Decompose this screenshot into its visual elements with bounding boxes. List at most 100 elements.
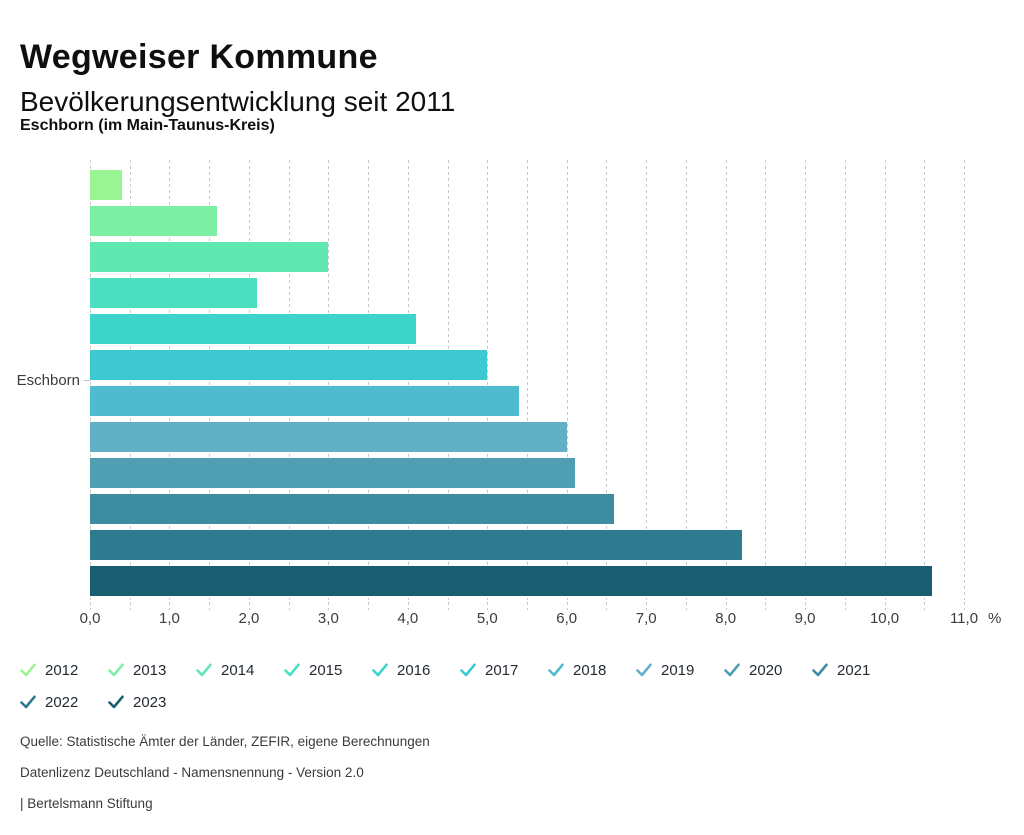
check-icon <box>548 663 564 677</box>
x-axis-tick-label: 0,0 <box>79 610 101 627</box>
legend-year-label: 2020 <box>749 661 783 679</box>
legend-item-2023[interactable]: 2023 <box>108 686 196 718</box>
check-icon <box>196 663 212 677</box>
x-axis-tick <box>209 602 211 610</box>
x-axis-tick-label: 10,0 <box>869 610 900 627</box>
x-axis-tick-label: 3,0 <box>317 610 339 627</box>
check-icon <box>20 663 36 677</box>
legend-year-label: 2022 <box>45 693 79 711</box>
gridline <box>169 160 171 600</box>
legend-year-label: 2019 <box>661 661 695 679</box>
x-axis-tick <box>805 602 807 610</box>
check-icon <box>284 663 300 677</box>
gridline <box>248 160 250 600</box>
legend-item-2022[interactable]: 2022 <box>20 686 108 718</box>
plot-area: 0,0 1,0 2,0 3,0 4,0 5,0 6,0 7,0 8,0 9,0 10,0 11,0% <box>80 160 1001 627</box>
x-axis-tick <box>964 602 965 610</box>
region-subtitle: Eschborn (im Main-Taunus-Kreis) <box>20 117 275 134</box>
x-axis-tick-label: 6,0 <box>556 610 578 627</box>
x-axis-tick <box>725 602 727 610</box>
gridline <box>209 160 211 600</box>
footer: Quelle: Statistische Ämter der Länder, Z… <box>20 727 430 819</box>
gridline <box>725 160 727 600</box>
x-axis-tick-label: 9,0 <box>794 610 816 627</box>
x-axis-tick-label: 11,0 <box>949 610 979 627</box>
check-icon <box>108 663 124 677</box>
x-axis-tick-label: 5,0 <box>476 610 498 627</box>
x-axis-tick <box>407 602 409 610</box>
bar-2021[interactable] <box>90 494 615 524</box>
legend-item-2012[interactable]: 2012 <box>20 654 108 686</box>
x-axis-tick-label: 7,0 <box>635 610 657 627</box>
x-axis-tick-label: 2,0 <box>238 610 260 627</box>
legend-year-label: 2015 <box>309 661 343 679</box>
gridline <box>129 160 131 600</box>
legend-item-2015[interactable]: 2015 <box>284 654 372 686</box>
legend-year-label: 2012 <box>45 661 79 679</box>
gridline <box>368 160 370 600</box>
bar-2023[interactable] <box>90 566 933 596</box>
x-axis-tick <box>765 602 767 610</box>
gridline <box>288 160 290 600</box>
bar-2018[interactable] <box>90 386 520 416</box>
bar-2014[interactable] <box>90 242 329 272</box>
gridline <box>924 160 926 600</box>
legend-item-2014[interactable]: 2014 <box>196 654 284 686</box>
bar-2017[interactable] <box>90 350 488 380</box>
source-note: Quelle: Statistische Ämter der Länder, Z… <box>20 734 430 749</box>
check-icon <box>372 663 388 677</box>
legend: 2012 2013 2014 2015 2016 2017 2018 2019 2020 2021… <box>20 654 910 718</box>
legend-item-2019[interactable]: 2019 <box>636 654 724 686</box>
x-axis-tick <box>129 602 131 610</box>
x-axis-tick <box>368 602 370 610</box>
gridline <box>805 160 807 600</box>
bar-2019[interactable] <box>90 422 567 452</box>
gridline <box>90 160 91 600</box>
legend-item-2013[interactable]: 2013 <box>108 654 196 686</box>
x-axis-tick <box>248 602 250 610</box>
gridline <box>606 160 608 600</box>
bar-2015[interactable] <box>90 278 257 308</box>
check-icon <box>812 663 828 677</box>
gridline <box>447 160 449 600</box>
bar-2012[interactable] <box>90 170 122 200</box>
gridline <box>407 160 409 600</box>
gridline <box>487 160 489 600</box>
x-axis-tick <box>90 602 91 610</box>
bar-2016[interactable] <box>90 314 416 344</box>
bar-2020[interactable] <box>90 458 575 488</box>
attribution-note: | Bertelsmann Stiftung <box>20 795 153 811</box>
check-icon <box>636 663 652 677</box>
x-axis-tick <box>566 602 568 610</box>
bar-2013[interactable] <box>90 206 218 236</box>
x-axis-tick <box>447 602 449 610</box>
bar-2022[interactable] <box>90 530 742 560</box>
x-axis-tick <box>527 602 528 610</box>
y-axis-category-label: Eschborn <box>16 372 80 389</box>
legend-year-label: 2017 <box>485 661 519 679</box>
legend-year-label: 2014 <box>221 661 255 679</box>
legend-item-2021[interactable]: 2021 <box>812 654 900 686</box>
legend-year-label: 2018 <box>573 661 607 679</box>
x-axis-tick <box>606 602 608 610</box>
y-axis-tick <box>84 380 90 381</box>
x-axis-tick <box>646 602 648 610</box>
gridline <box>685 160 687 600</box>
gridline <box>765 160 767 600</box>
legend-year-label: 2016 <box>397 661 431 679</box>
legend-item-2018[interactable]: 2018 <box>548 654 636 686</box>
bar-chart: Eschborn 0,0 1,0 2,0 3,0 4,0 5,0 6,0 7,0 8,0 9,0 1… <box>0 150 1024 640</box>
x-axis-tick <box>487 602 489 610</box>
gridline <box>328 160 330 600</box>
gridline <box>527 160 528 600</box>
legend-item-2016[interactable]: 2016 <box>372 654 460 686</box>
x-axis-tick <box>685 602 687 610</box>
legend-year-label: 2023 <box>133 693 167 711</box>
legend-item-2017[interactable]: 2017 <box>460 654 548 686</box>
check-icon <box>460 663 476 677</box>
x-axis-tick-label: 8,0 <box>715 610 737 627</box>
gridline <box>844 160 846 600</box>
x-axis-tick <box>288 602 290 610</box>
legend-item-2020[interactable]: 2020 <box>724 654 812 686</box>
check-icon <box>724 663 740 677</box>
